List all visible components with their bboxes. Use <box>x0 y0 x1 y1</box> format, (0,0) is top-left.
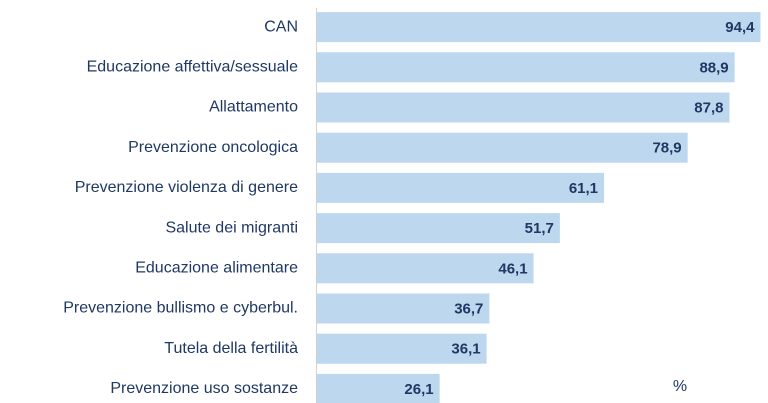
bar <box>317 132 688 163</box>
category-label: Prevenzione uso sostanze <box>110 380 298 397</box>
bar <box>317 92 730 123</box>
value-label: 26,1 <box>404 381 433 398</box>
bar <box>317 293 490 324</box>
category-label: Educazione affettiva/sessuale <box>87 59 299 76</box>
category-label: Tutela della fertilità <box>164 340 298 357</box>
value-label: 88,9 <box>699 59 728 76</box>
category-label: Prevenzione bullismo e cyberbul. <box>63 300 298 317</box>
value-label: 61,1 <box>569 180 598 197</box>
category-label: Salute dei migranti <box>165 219 298 236</box>
bar <box>317 12 761 43</box>
category-label: Educazione alimentare <box>135 260 298 277</box>
unit-annotation: % <box>673 378 687 395</box>
category-label: CAN <box>264 18 298 35</box>
value-label: 87,8 <box>694 99 723 116</box>
bar <box>317 333 487 364</box>
value-label: 36,1 <box>451 341 480 358</box>
value-label: 51,7 <box>525 220 554 237</box>
category-label: Allattamento <box>209 99 298 116</box>
bar <box>317 172 605 203</box>
category-label: Prevenzione oncologica <box>128 139 298 156</box>
value-label: 36,7 <box>454 300 483 317</box>
value-label: 46,1 <box>498 260 527 277</box>
value-label: 78,9 <box>652 140 681 157</box>
bar <box>317 253 534 284</box>
bar <box>317 213 560 244</box>
category-label: Prevenzione violenza di genere <box>75 179 298 196</box>
bar <box>317 373 440 403</box>
value-label: 94,4 <box>725 19 755 36</box>
bar <box>317 52 735 83</box>
